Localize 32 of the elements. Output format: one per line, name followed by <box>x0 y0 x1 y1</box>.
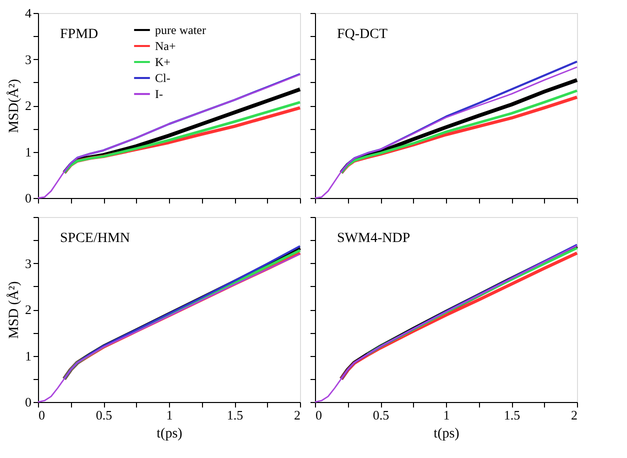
x-tick-label: 1 <box>443 408 450 422</box>
y-tick-label: 4 <box>25 6 32 20</box>
x-tick-label: 1.5 <box>226 408 244 422</box>
x-tick-label: 1.5 <box>504 408 520 422</box>
x-tick-label: 1 <box>166 408 173 422</box>
legend-label: Cl- <box>155 71 170 85</box>
x-tick-label: 2 <box>571 408 578 422</box>
legend-label: I- <box>155 87 163 101</box>
y-tick-label: 3 <box>25 256 32 271</box>
text: FPMD <box>60 27 98 42</box>
text: SPCE/HMN <box>60 231 130 246</box>
x-tick-label: 0 <box>38 408 45 422</box>
y-tick-label: 2 <box>25 302 32 317</box>
y-tick-label: 1 <box>25 144 32 160</box>
y-tick-label: 0 <box>25 394 32 410</box>
y-axis-title: MSD(Å²) <box>6 78 22 133</box>
y-tick-label: 1 <box>25 348 32 364</box>
legend-label: K+ <box>155 55 171 69</box>
y-axis-title: MSD (Å²) <box>6 280 22 339</box>
x-axis-title: t(ps) <box>156 426 183 442</box>
legend-label: pure water <box>155 23 206 37</box>
legend-label: Na+ <box>155 39 176 53</box>
x-tick-label: 2 <box>294 408 300 422</box>
text: SWM4-NDP <box>337 231 410 246</box>
x-tick-label: 0.5 <box>372 408 390 422</box>
text: FQ-DCT <box>337 27 388 42</box>
x-axis-title: t(ps) <box>434 426 460 442</box>
y-tick-label: 2 <box>25 98 32 113</box>
y-tick-label: 0 <box>25 190 32 206</box>
y-tick-label: 3 <box>25 52 32 67</box>
x-tick-label: 0 <box>316 408 322 422</box>
x-tick-label: 0.5 <box>96 408 112 422</box>
